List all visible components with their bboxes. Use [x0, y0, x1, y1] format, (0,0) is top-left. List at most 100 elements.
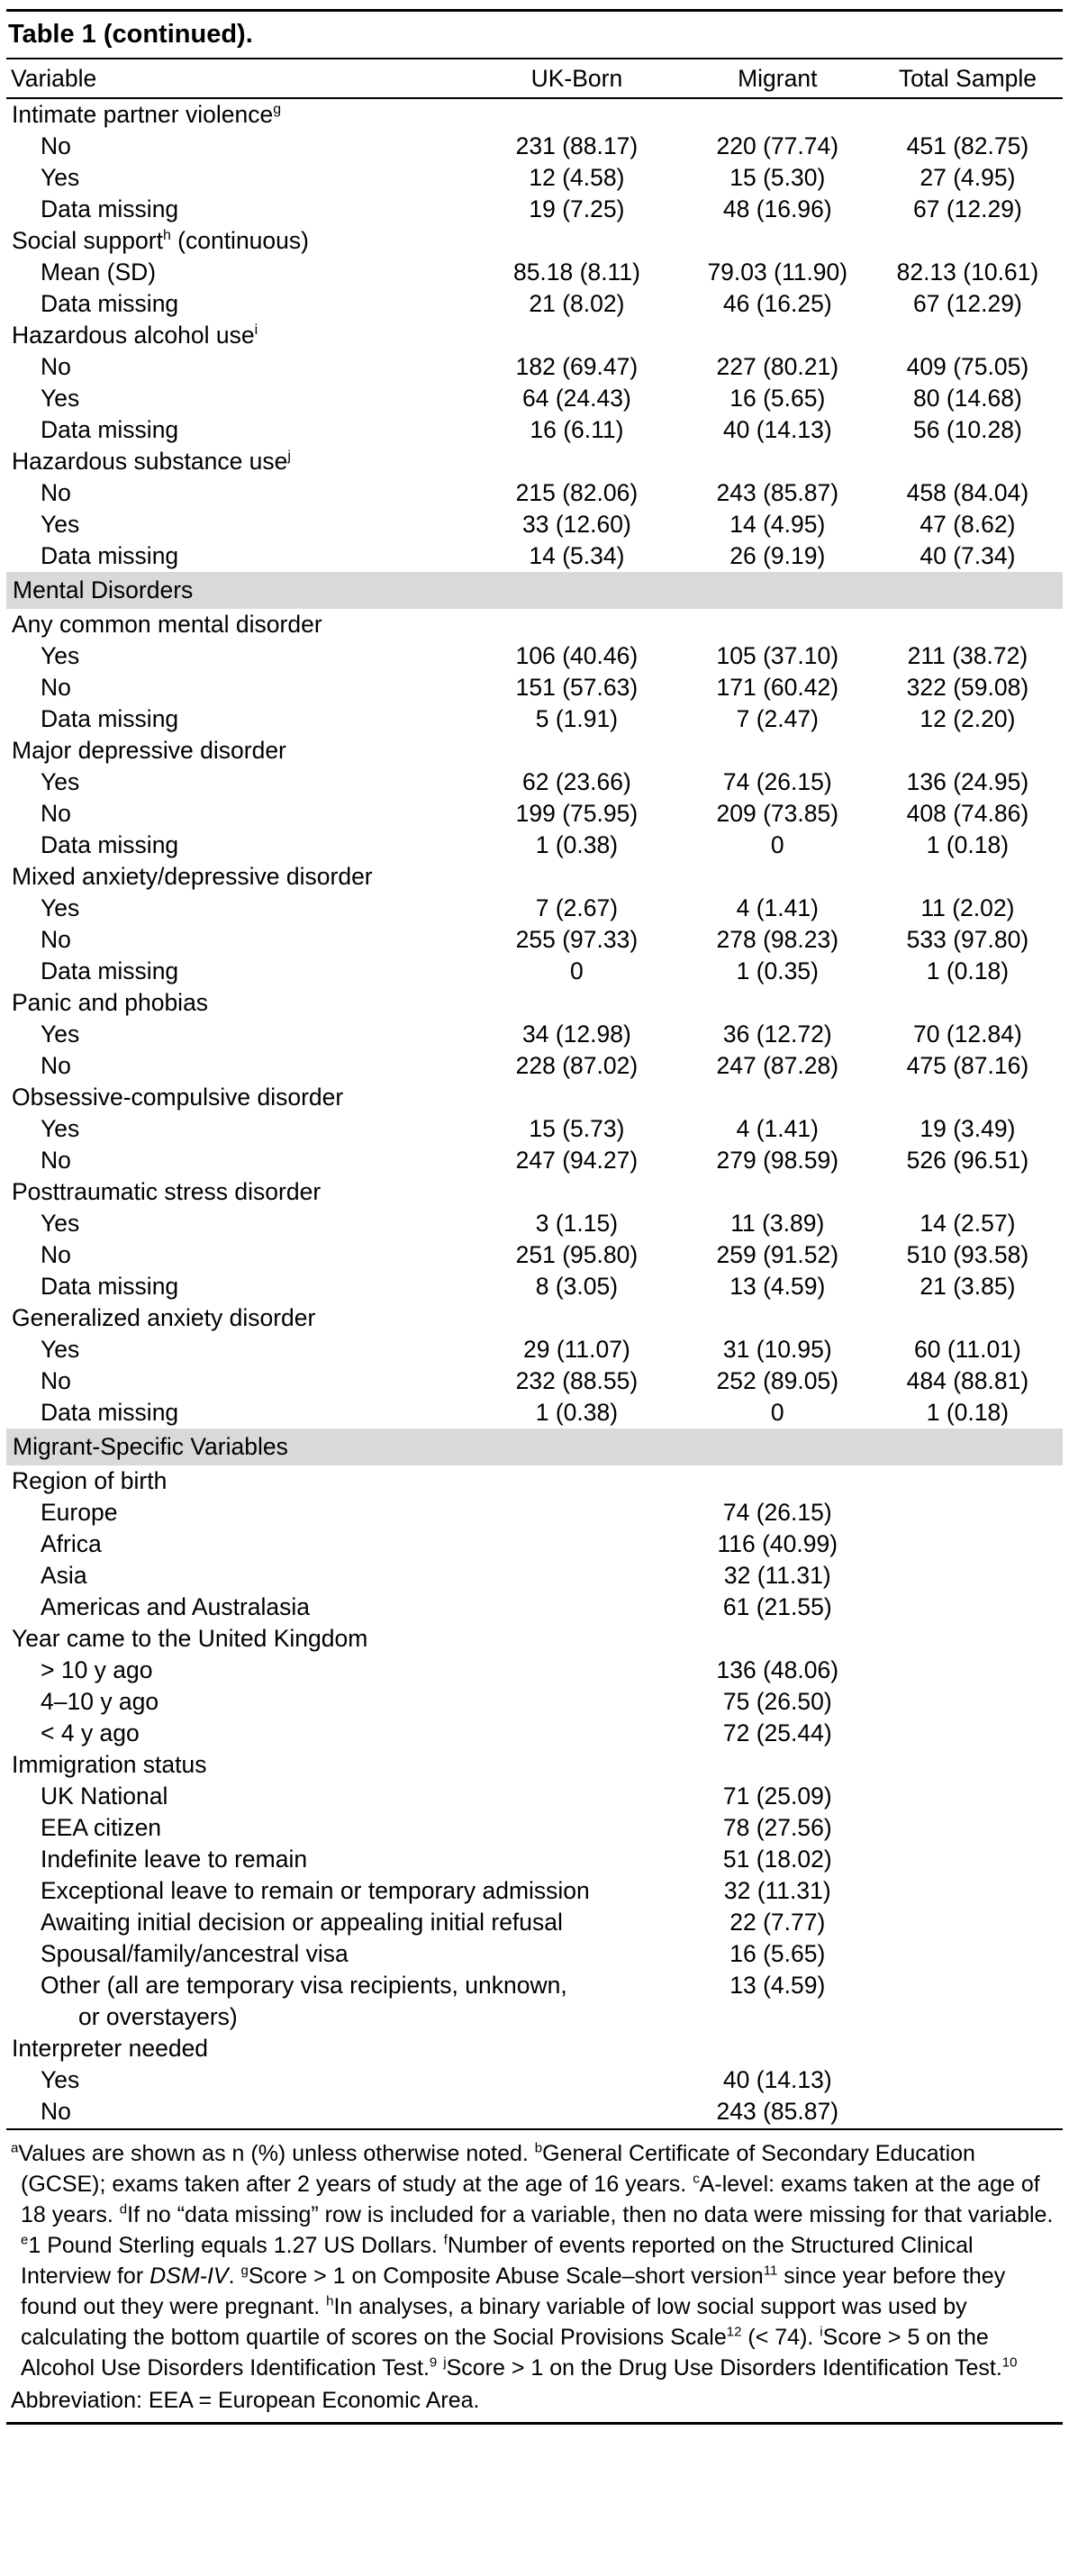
row-label: Data missing [41, 195, 179, 222]
table-row: No 247 (94.27) 279 (98.59) 526 (96.51) [6, 1145, 1063, 1176]
table-row: Data missing 1 (0.38) 0 1 (0.18) [6, 1397, 1063, 1429]
value-cell: 67 (12.29) [913, 290, 1022, 317]
row-label: No [41, 1367, 71, 1394]
value-cell [873, 1844, 1063, 1875]
variable-group-row: Posttraumatic stress disorder [6, 1176, 1063, 1208]
value-cell: 36 (12.72) [722, 1020, 832, 1048]
footnote-text: aValues are shown as n (%) unless otherw… [11, 2140, 1054, 2381]
value-cell: 47 (8.62) [920, 511, 1016, 538]
value-cell: 64 (24.43) [522, 385, 631, 412]
table-row: No 251 (95.80) 259 (91.52) 510 (93.58) [6, 1239, 1063, 1271]
value-cell: 72 (25.44) [722, 1719, 832, 1746]
variable-group-row: Major depressive disorder [6, 735, 1063, 766]
variable-label: Obsessive-compulsive disorder [12, 1084, 344, 1111]
value-cell [873, 1497, 1063, 1528]
variable-label: Hazardous alcohol usei [12, 322, 258, 349]
row-label: No [41, 926, 71, 953]
variable-group-row: Hazardous substance usej [6, 446, 1063, 477]
value-cell: 71 (25.09) [722, 1782, 832, 1810]
header-row: Variable UK-Born Migrant Total Sample [6, 59, 1063, 99]
value-cell: 14 (2.57) [920, 1210, 1016, 1237]
row-label: Mean (SD) [41, 259, 157, 286]
table-row: Spousal/family/ancestral visa 16 (5.65) [6, 1938, 1063, 1970]
table-row: Data missing 8 (3.05) 13 (4.59) 21 (3.85) [6, 1271, 1063, 1302]
value-cell: 74 (26.15) [722, 768, 832, 795]
table-row: Yes 34 (12.98) 36 (12.72) 70 (12.84) [6, 1019, 1063, 1050]
variable-label: Intimate partner violenceg [12, 101, 282, 128]
row-label: Data missing [41, 290, 179, 317]
value-cell: 56 (10.28) [913, 416, 1022, 443]
row-label: Yes [41, 385, 80, 412]
value-cell: 409 (75.05) [906, 353, 1029, 380]
table-row: No 199 (75.95) 209 (73.85) 408 (74.86) [6, 798, 1063, 830]
value-cell: 211 (38.72) [907, 642, 1028, 669]
variable-label: Interpreter needed [12, 2035, 209, 2062]
table-row: EEA citizen 78 (27.56) [6, 1812, 1063, 1844]
row-label: Yes [41, 894, 80, 921]
table-row: No 232 (88.55) 252 (89.05) 484 (88.81) [6, 1365, 1063, 1397]
value-cell: 4 (1.41) [736, 1115, 819, 1142]
value-cell: 40 (14.13) [722, 416, 832, 443]
variable-group-row: Generalized anxiety disorder [6, 1302, 1063, 1334]
table-row: Indefinite leave to remain 51 (18.02) [6, 1844, 1063, 1875]
table-row: Data missing 5 (1.91) 7 (2.47) 12 (2.20) [6, 703, 1063, 735]
value-cell: 259 (91.52) [716, 1241, 839, 1268]
variable-group-row: Hazardous alcohol usei [6, 320, 1063, 351]
value-cell: 22 (7.77) [729, 1909, 826, 1936]
value-cell: 61 (21.55) [722, 1593, 832, 1620]
value-cell: 14 (5.34) [529, 542, 625, 569]
row-label: Spousal/family/ancestral visa [41, 1940, 349, 1967]
value-cell [873, 1875, 1063, 1907]
table-row: Asia 32 (11.31) [6, 1560, 1063, 1592]
top-rule [6, 9, 1063, 12]
value-cell: 74 (26.15) [722, 1499, 832, 1526]
value-cell: 136 (48.06) [716, 1656, 839, 1683]
value-cell [873, 1718, 1063, 1749]
variable-label: Posttraumatic stress disorder [12, 1178, 322, 1205]
value-cell: 105 (37.10) [716, 642, 839, 669]
value-cell: 510 (93.58) [906, 1241, 1029, 1268]
value-cell: 279 (98.59) [716, 1147, 839, 1174]
row-label: Yes [41, 164, 80, 191]
table-row: Data missing 21 (8.02) 46 (16.25) 67 (12.29… [6, 288, 1063, 320]
column-header-uk-born: UK-Born [471, 59, 683, 99]
value-cell: 1 (0.18) [926, 831, 1010, 858]
value-cell: 19 (7.25) [529, 195, 625, 222]
value-cell: 16 (5.65) [729, 1940, 826, 1967]
row-label: Data missing [41, 705, 179, 732]
value-cell [873, 2096, 1063, 2127]
value-cell: 11 (3.89) [730, 1210, 825, 1237]
value-cell: 0 [770, 1399, 784, 1426]
value-cell: 13 (4.59) [729, 1972, 826, 1999]
value-cell: 1 (0.18) [926, 1399, 1010, 1426]
table-row: Data missing 19 (7.25) 48 (16.96) 67 (12.29… [6, 194, 1063, 225]
table-row: Americas and Australasia 61 (21.55) [6, 1592, 1063, 1623]
section-label: Mental Disorders [6, 572, 1063, 609]
row-label: Yes [41, 642, 80, 669]
row-label: Africa [41, 1530, 102, 1557]
value-cell: 78 (27.56) [722, 1814, 832, 1841]
value-cell: 458 (84.04) [906, 479, 1029, 506]
value-cell [873, 1592, 1063, 1623]
value-cell: 322 (59.08) [906, 674, 1029, 701]
table-row: Europe 74 (26.15) [6, 1497, 1063, 1528]
row-label: Data missing [41, 831, 179, 858]
row-label: Indefinite leave to remain [41, 1846, 308, 1873]
variable-label: Any common mental disorder [12, 611, 322, 638]
variable-label: Generalized anxiety disorder [12, 1304, 316, 1331]
value-cell: 75 (26.50) [722, 1688, 832, 1715]
value-cell: 32 (11.31) [723, 1877, 831, 1904]
value-cell [873, 1686, 1063, 1718]
value-cell: 15 (5.30) [729, 164, 826, 191]
value-cell: 1 (0.38) [535, 1399, 619, 1426]
column-header-total-sample: Total Sample [872, 59, 1063, 99]
column-header-variable: Variable [6, 59, 472, 99]
variable-group-row: Region of birth [6, 1465, 1063, 1497]
value-cell: 1 (0.35) [736, 957, 819, 984]
row-label: No [41, 2098, 71, 2125]
row-label: Exceptional leave to remain or temporary… [41, 1877, 590, 1904]
value-cell: 21 (3.85) [920, 1273, 1016, 1300]
table-row: Exceptional leave to remain or temporary… [6, 1875, 1063, 1907]
table-row: No 182 (69.47) 227 (80.21) 409 (75.05) [6, 351, 1063, 383]
value-cell: 220 (77.74) [716, 132, 839, 159]
